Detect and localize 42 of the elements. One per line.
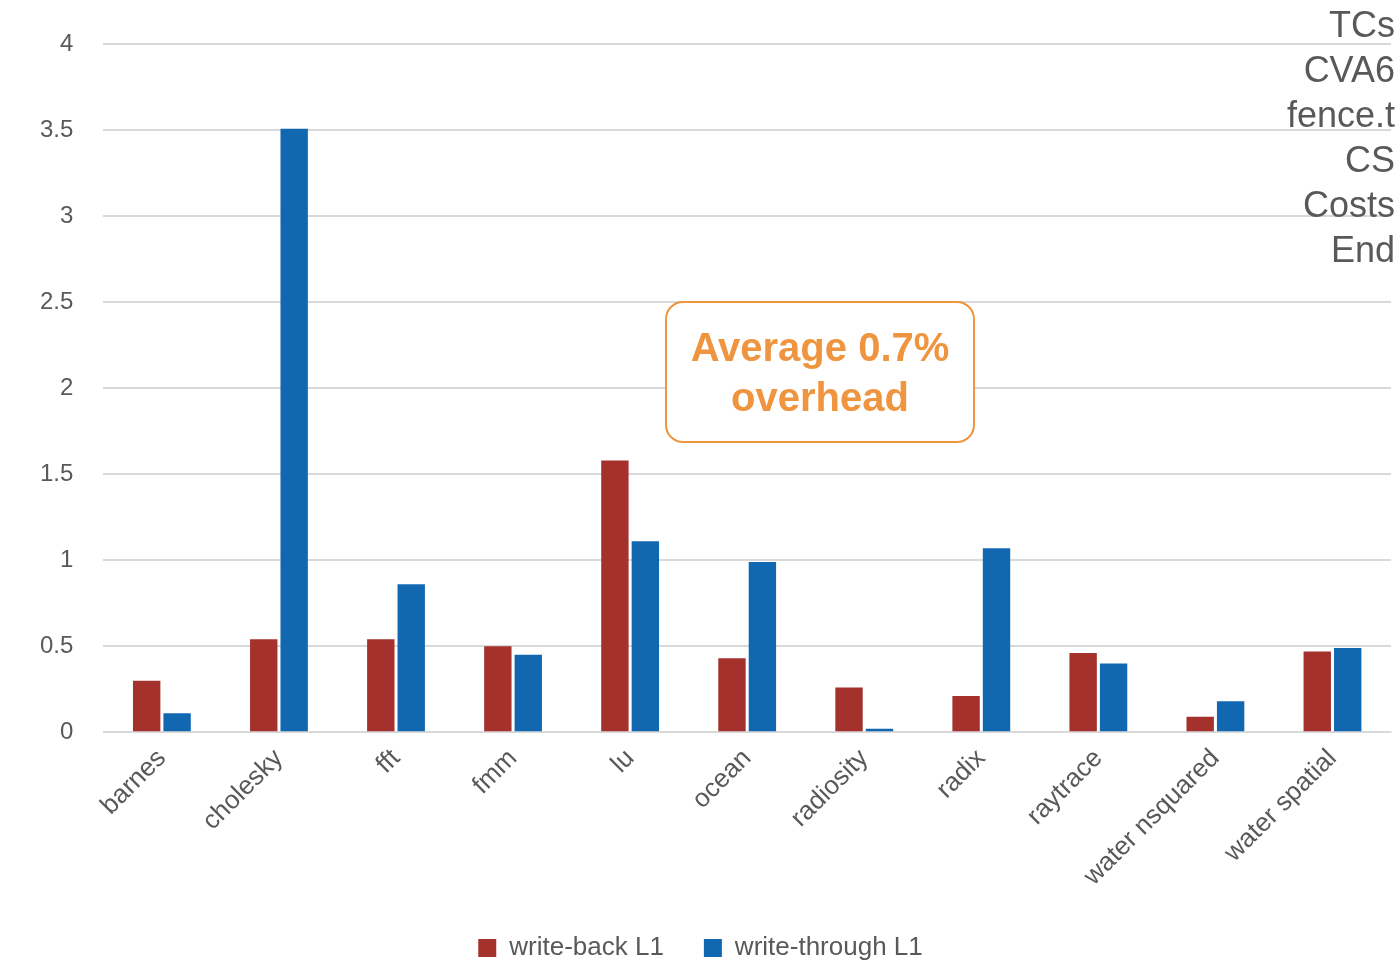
y-tick-label: 4 [60,29,74,57]
legend-label: write-back L1 [508,931,664,962]
bar [280,128,308,732]
annotation: CS [1344,138,1395,182]
bar [1333,647,1362,732]
y-tick-label: 0.5 [39,630,74,658]
annotation: TCs [1328,3,1395,47]
x-tick-label: fmm [465,742,523,800]
bar [1099,663,1128,732]
bar [601,460,629,732]
annotation: End [1329,228,1395,272]
bar [163,713,191,732]
bar [397,584,425,732]
y-tick-label: 2.5 [39,286,74,314]
bar [631,541,660,732]
y-tick-label: 2 [60,372,74,400]
bar [250,639,278,732]
bar [718,658,746,732]
bar [514,654,542,732]
annotation: Costs [1301,183,1395,227]
bar [1069,653,1097,732]
bar [982,548,1011,732]
y-tick-label: 3.5 [39,115,74,142]
annotation: Average 0.7% overhead [665,301,975,443]
bar [952,696,980,732]
legend-label: write-through L1 [733,931,923,962]
bar [367,639,395,732]
y-tick-label: 1.5 [39,458,74,486]
annotation: fence.t [1286,93,1395,137]
bar [748,561,777,732]
bar [1186,716,1214,732]
bar [1216,701,1245,732]
bar [132,680,161,732]
y-tick-label: 0 [60,716,74,744]
y-tick-label: 1 [60,544,74,572]
y-tick-label: 3 [60,200,74,228]
bar [1303,651,1331,732]
annotation: CVA6 [1302,48,1395,92]
x-tick-label: fft [369,741,406,779]
x-tick-label: lu [603,742,640,778]
bar [484,646,512,732]
bar [835,687,863,732]
